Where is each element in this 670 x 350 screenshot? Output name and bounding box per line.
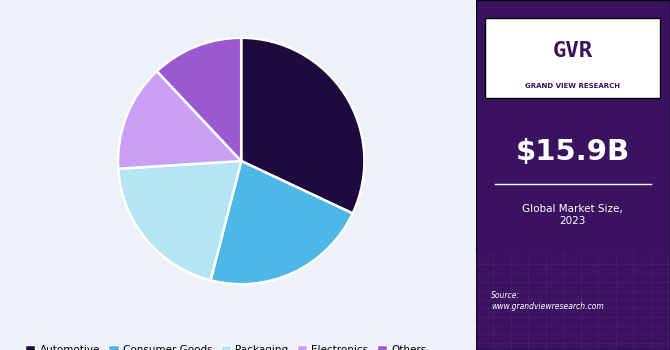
Wedge shape (118, 161, 241, 280)
Legend: Automotive, Consumer Goods, Packaging, Electronics, Others: Automotive, Consumer Goods, Packaging, E… (21, 341, 431, 350)
Text: Source:
www.grandviewresearch.com: Source: www.grandviewresearch.com (491, 291, 604, 311)
Text: GVR: GVR (553, 41, 593, 61)
FancyBboxPatch shape (476, 0, 670, 350)
Wedge shape (210, 161, 352, 284)
Wedge shape (118, 71, 241, 169)
Wedge shape (157, 38, 241, 161)
Text: Global Market Size,
2023: Global Market Size, 2023 (523, 204, 623, 226)
Text: $15.9B: $15.9B (516, 138, 630, 166)
FancyBboxPatch shape (485, 18, 661, 98)
Text: GRAND VIEW RESEARCH: GRAND VIEW RESEARCH (525, 83, 620, 89)
Wedge shape (241, 38, 364, 214)
